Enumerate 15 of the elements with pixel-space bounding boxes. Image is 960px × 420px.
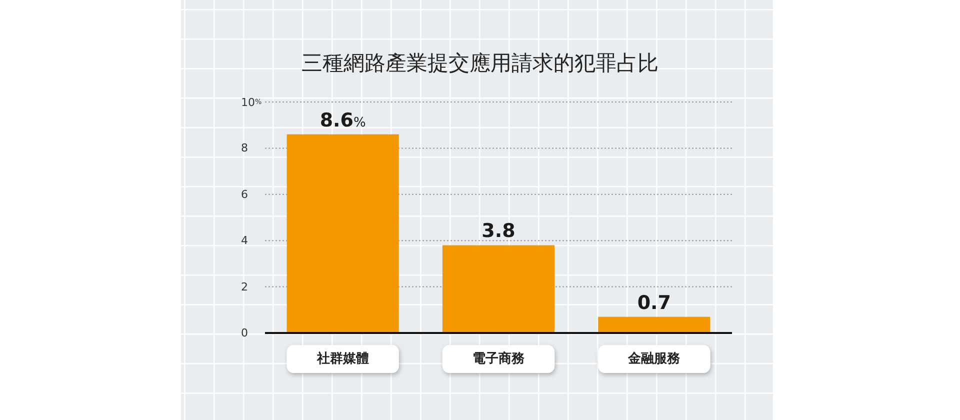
x-tick-label: 社群媒體	[316, 350, 369, 366]
x-tick-label: 電子商務	[472, 350, 526, 366]
bar	[598, 316, 710, 333]
chart-title: 三種網路產業提交應用請求的犯罪占比	[302, 51, 658, 75]
bar	[286, 134, 399, 333]
y-tick-label: 6	[241, 188, 248, 201]
y-tick-label: 4	[241, 234, 248, 248]
data-label: 0.7	[637, 292, 672, 314]
y-tick-label: 8	[241, 142, 248, 155]
y-tick-label: 0	[241, 326, 248, 340]
data-label: 8.6%	[320, 109, 366, 132]
x-tick-label: 金融服務	[627, 352, 682, 366]
y-tick-label: 2	[241, 280, 248, 294]
bar	[442, 245, 555, 333]
data-label: 3.8	[482, 220, 516, 242]
